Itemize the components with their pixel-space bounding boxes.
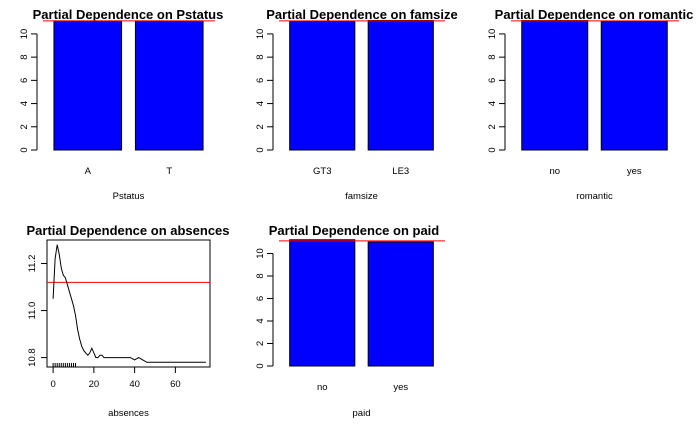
y-tick-label: 4 — [255, 318, 266, 323]
bar-no — [289, 239, 356, 367]
y-tick-label: 10 — [487, 29, 498, 40]
panel-romantic: Partial Dependence on romantic 0 2 4 6 8 10 no y… — [487, 7, 693, 202]
partial-dependence-line — [52, 244, 206, 363]
y-tick-label: 0 — [255, 363, 266, 368]
x-axis-label: absences — [108, 408, 149, 419]
chart-title: Partial Dependence on Pstatus — [33, 7, 224, 22]
y-tick-label: 6 — [19, 78, 30, 83]
x-tick-label: yes — [627, 166, 642, 177]
x-tick-label: GT3 — [313, 166, 331, 177]
bar-yes — [367, 241, 434, 367]
panel-paid: Partial Dependence on paid 0 2 4 6 8 10 no yes pa… — [255, 223, 445, 419]
x-tick-label: LE3 — [392, 166, 409, 177]
y-tick-label: 6 — [255, 78, 266, 83]
bar-gt3 — [289, 20, 356, 151]
bar-no — [521, 20, 589, 151]
y-tick-label: 11.2 — [27, 255, 38, 273]
y-tick-label: 8 — [255, 54, 266, 59]
y-tick-label: 2 — [19, 124, 30, 129]
bar-t — [134, 20, 204, 151]
bar-le3 — [367, 19, 434, 151]
y-tick-label: 8 — [19, 54, 30, 59]
plot-frame — [46, 239, 211, 368]
y-tick-label: 10.8 — [27, 348, 38, 367]
chart-title: Partial Dependence on romantic — [495, 7, 694, 22]
bar-yes — [600, 21, 668, 151]
y-tick-label: 8 — [255, 273, 266, 278]
x-tick-label: 20 — [89, 379, 100, 390]
x-axis-label: famsize — [345, 191, 378, 202]
y-tick-label: 6 — [487, 78, 498, 83]
x-axis-label: Pstatus — [113, 191, 145, 202]
y-tick-label: 4 — [19, 101, 30, 106]
x-tick-label: no — [549, 166, 560, 177]
chart-title: Partial Dependence on famsize — [266, 7, 457, 22]
y-tick-label: 0 — [19, 147, 30, 152]
y-tick-label: 4 — [255, 101, 266, 106]
panel-famsize: Partial Dependence on famsize 0 2 4 6 8 10 GT3 L… — [255, 7, 458, 202]
y-tick-label: 11.0 — [27, 302, 38, 320]
y-tick-label: 2 — [487, 124, 498, 129]
x-tick-label: 40 — [129, 379, 140, 390]
bar-a — [53, 20, 123, 151]
y-tick-label: 10 — [255, 29, 266, 40]
y-tick-label: 10 — [255, 248, 266, 259]
y-tick-label: 4 — [487, 101, 498, 106]
y-tick-label: 0 — [487, 147, 498, 152]
x-tick-label: T — [166, 166, 172, 177]
x-tick-label: 0 — [50, 379, 55, 390]
x-tick-label: A — [85, 166, 92, 177]
x-tick-label: no — [317, 382, 328, 393]
y-tick-label: 2 — [255, 341, 266, 346]
panel-pstatus: Partial Dependence on Pstatus 0 2 4 6 8 10 A T Ps… — [19, 7, 223, 202]
panel-absences: Partial Dependence on absences 10.8 11.0 11… — [26, 223, 229, 419]
y-tick-label: 10 — [19, 29, 30, 40]
chart-title: Partial Dependence on paid — [269, 223, 440, 238]
y-tick-label: 6 — [255, 296, 266, 301]
y-tick-label: 0 — [255, 147, 266, 152]
x-tick-label: 60 — [170, 379, 181, 390]
y-tick-label: 8 — [487, 54, 498, 59]
y-tick-label: 2 — [255, 124, 266, 129]
chart-title: Partial Dependence on absences — [26, 223, 229, 238]
x-axis-label: romantic — [576, 191, 613, 202]
x-axis-label: paid — [353, 408, 371, 419]
x-tick-label: yes — [393, 382, 408, 393]
